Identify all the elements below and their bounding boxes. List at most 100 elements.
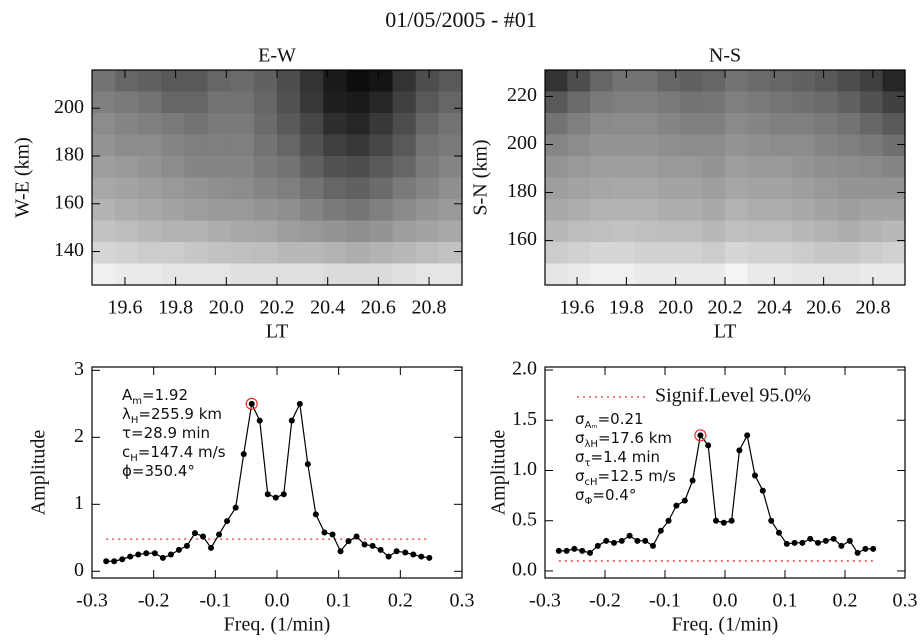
heatmap-cell bbox=[702, 113, 726, 136]
data-point bbox=[838, 542, 845, 549]
x-tick-label: 20.2 bbox=[260, 297, 295, 319]
heatmap-cell bbox=[860, 91, 884, 114]
heatmap-cell bbox=[702, 91, 726, 114]
heatmap-cell bbox=[657, 134, 681, 157]
heatmap-cell bbox=[207, 242, 232, 265]
annotation-symbol: σ bbox=[575, 448, 585, 466]
heatmap-cell bbox=[882, 134, 906, 157]
heatmap-cell bbox=[657, 91, 681, 114]
heatmap-cell bbox=[545, 242, 569, 265]
heatmap-cell bbox=[837, 134, 861, 157]
heatmap-cell bbox=[392, 113, 417, 136]
heatmap-cell bbox=[882, 199, 906, 222]
data-point bbox=[673, 502, 680, 509]
heatmap-cell bbox=[138, 91, 162, 114]
heatmap-cell bbox=[346, 199, 371, 222]
heatmap-cell bbox=[230, 156, 255, 179]
heatmap-cell bbox=[725, 242, 749, 265]
x-tick-label: -0.2 bbox=[138, 590, 170, 612]
heatmap-cell bbox=[115, 113, 139, 136]
data-point bbox=[854, 549, 861, 556]
y-tick-label: 180 bbox=[54, 144, 84, 166]
heatmap-cell bbox=[115, 177, 139, 200]
annotation-symbol: λ bbox=[122, 405, 131, 423]
annotation-value: =28.9 min bbox=[131, 424, 210, 442]
data-point bbox=[312, 511, 319, 518]
heatmap-cell bbox=[346, 70, 371, 93]
heatmap-cell bbox=[747, 70, 771, 93]
heatmap-cell bbox=[230, 242, 255, 265]
data-point bbox=[167, 551, 174, 558]
data-point bbox=[345, 538, 352, 545]
heatmap-cell bbox=[92, 91, 116, 114]
data-point bbox=[822, 537, 829, 544]
heatmap-cell bbox=[635, 242, 659, 265]
heatmap-cell bbox=[207, 113, 232, 136]
data-point bbox=[697, 432, 704, 439]
heatmap-cell bbox=[161, 134, 186, 157]
heatmap-cell bbox=[392, 220, 417, 243]
heatmap-cell bbox=[415, 177, 440, 200]
heatmap-cell bbox=[277, 220, 301, 243]
annotation-value: =147.4 m/s bbox=[138, 443, 226, 461]
data-point bbox=[232, 504, 239, 511]
x-tick-label: 20.0 bbox=[658, 297, 693, 319]
heatmap-cell bbox=[725, 91, 749, 114]
annotation-symbol: A bbox=[122, 386, 133, 404]
data-point bbox=[657, 527, 664, 534]
heatmap-cell bbox=[815, 134, 839, 157]
data-point bbox=[418, 553, 425, 560]
heatmap-cell bbox=[253, 70, 278, 93]
data-point bbox=[555, 547, 562, 554]
heatmap-cell bbox=[253, 220, 278, 243]
heatmap-cell bbox=[567, 242, 591, 265]
heatmap-cell bbox=[567, 134, 591, 157]
x-tick-label: -0.3 bbox=[76, 590, 108, 612]
heatmap-cell bbox=[161, 113, 186, 136]
heatmap-cell bbox=[702, 242, 726, 265]
heatmap-cell bbox=[792, 113, 816, 136]
heatmap-cell bbox=[545, 156, 569, 179]
data-point bbox=[783, 540, 790, 547]
heatmap-cell bbox=[657, 242, 681, 265]
peak-marker bbox=[694, 429, 707, 442]
annotation-value: =350.4° bbox=[132, 462, 195, 480]
annotation-value: =12.5 m/s bbox=[598, 467, 676, 485]
y-tick-label: 3 bbox=[74, 358, 84, 380]
heatmap-cell bbox=[161, 263, 186, 286]
heatmap-cell bbox=[161, 177, 186, 200]
heatmap-cell bbox=[860, 177, 884, 200]
heatmap-cell bbox=[590, 220, 614, 243]
heatmap-cell bbox=[747, 156, 771, 179]
x-tick-label: 20.4 bbox=[757, 297, 792, 319]
x-tick-label: 0.0 bbox=[713, 590, 738, 612]
heatmap-cell bbox=[92, 70, 116, 93]
data-point bbox=[103, 558, 110, 565]
panel-title: E-W bbox=[258, 45, 296, 67]
heatmap-cell bbox=[680, 199, 704, 222]
heatmap-cell bbox=[657, 199, 681, 222]
heatmap-cell bbox=[612, 242, 636, 265]
heatmap-cell bbox=[138, 199, 162, 222]
annotation-symbol: σ bbox=[575, 467, 585, 485]
annotation-symbol: σ bbox=[575, 410, 585, 428]
y-tick-label: 0.0 bbox=[512, 559, 537, 581]
heatmap-cell bbox=[184, 242, 209, 265]
heatmap-cell bbox=[815, 177, 839, 200]
x-axis-label: Freq. (1/min) bbox=[672, 614, 779, 636]
data-point bbox=[361, 541, 368, 548]
data-point bbox=[256, 417, 263, 424]
heatmap-cell bbox=[882, 156, 906, 179]
heatmap-cell bbox=[184, 134, 209, 157]
heatmap-cell bbox=[860, 220, 884, 243]
heatmap-cell bbox=[300, 220, 324, 243]
heatmap-cell bbox=[635, 220, 659, 243]
heatmap-cell bbox=[161, 199, 186, 222]
heatmap-cell bbox=[612, 113, 636, 136]
heatmap-cell bbox=[253, 134, 278, 157]
data-point bbox=[119, 556, 126, 563]
data-point bbox=[127, 553, 134, 560]
data-point bbox=[603, 537, 610, 544]
heatmap-cell bbox=[567, 220, 591, 243]
heatmap-cell bbox=[300, 70, 324, 93]
